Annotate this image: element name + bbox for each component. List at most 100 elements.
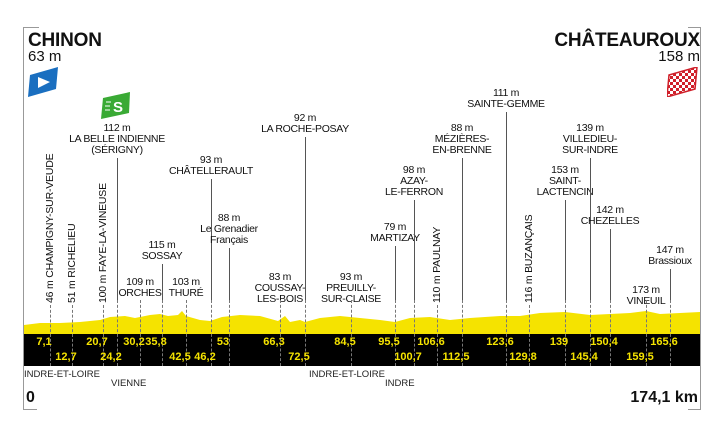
km-marker: 46,2 [194, 351, 216, 363]
waypoint-label: 109 m ORCHES [118, 276, 162, 299]
waypoint-marker-line [72, 305, 73, 366]
waypoint-label: 116 m BUZANÇAIS [523, 214, 535, 303]
profile-area [24, 311, 700, 334]
km-marker: 123,6 [486, 336, 514, 348]
waypoint-marker-line [305, 300, 306, 366]
distance-end: 174,1 km [630, 389, 698, 406]
waypoint-leader-line [229, 248, 230, 300]
waypoint-leader-line [414, 200, 415, 300]
waypoint-leader-line [395, 246, 396, 300]
waypoint-marker-line [103, 305, 104, 366]
waypoint-marker-line [565, 300, 566, 366]
km-marker: 165,6 [650, 336, 678, 348]
intermediate-sprint-icon: S [101, 92, 131, 125]
waypoint-leader-line [590, 158, 591, 300]
waypoint-marker-line [162, 300, 163, 366]
km-marker: 35,8 [145, 336, 167, 348]
waypoint-marker-line [351, 300, 352, 366]
waypoint-marker-line [462, 300, 463, 366]
km-marker: 100,7 [394, 351, 422, 363]
waypoint-marker-line [229, 300, 230, 366]
waypoint-label: 115 m SOSSAY [141, 239, 183, 262]
frame-corner [688, 409, 701, 410]
km-band [24, 334, 700, 366]
waypoint-marker-line [590, 300, 591, 366]
start-flag-icon [28, 67, 60, 102]
waypoint-label: 93 m CHÂTELLERAULT [168, 154, 254, 177]
km-marker: 159,5 [626, 351, 654, 363]
km-marker: 30,2 [123, 336, 145, 348]
km-marker: 53 [216, 336, 230, 348]
waypoint-label: 88 m MÉZIÈRES- EN-BRENNE [432, 122, 492, 156]
waypoint-marker-line [50, 305, 51, 366]
km-marker: 129,8 [509, 351, 537, 363]
frame-right [700, 27, 701, 410]
waypoint-label: 98 m AZAY- LE-FERRON [385, 164, 443, 198]
frame-corner [23, 409, 37, 410]
waypoint-leader-line [506, 112, 507, 300]
frame-corner [688, 27, 701, 28]
waypoint-label: 111 m SAINTE-GEMME [467, 87, 545, 110]
waypoint-label: 46 m CHAMPIGNY-SUR-VEUDE [44, 153, 56, 303]
department-label: INDRE-ET-LOIRE [309, 369, 386, 380]
waypoint-leader-line [305, 137, 306, 300]
km-marker: 7,1 [36, 336, 52, 348]
department-label: VIENNE [111, 378, 147, 389]
waypoint-label: 83 m COUSSAY- LES-BOIS [254, 271, 306, 305]
waypoint-label: 110 m PAULNAY [431, 226, 443, 303]
frame-corner [23, 27, 39, 28]
km-marker: 72,5 [288, 351, 310, 363]
distance-start: 0 [26, 389, 35, 406]
waypoint-marker-line [646, 300, 647, 366]
waypoint-marker-line [506, 300, 507, 366]
km-marker: 112,5 [442, 351, 470, 363]
waypoint-leader-line [117, 158, 118, 300]
waypoint-leader-line [610, 229, 611, 300]
waypoint-marker-line [211, 300, 212, 366]
km-marker: 150,4 [590, 336, 618, 348]
waypoint-marker-line [437, 305, 438, 366]
waypoint-marker-line [117, 300, 118, 366]
waypoint-marker-line [280, 300, 281, 366]
waypoint-label: 93 m PREUILLY- SUR-CLAISE [320, 271, 382, 305]
waypoint-label: 92 m LA ROCHE-POSAY [261, 112, 349, 135]
start-altitude: 63 m [28, 48, 62, 65]
waypoint-label: 153 m SAINT- LACTENCIN [536, 164, 594, 198]
km-marker: 12,7 [55, 351, 77, 363]
km-marker: 66,3 [263, 336, 285, 348]
km-marker: 84,5 [334, 336, 356, 348]
waypoint-leader-line [565, 200, 566, 300]
finish-altitude: 158 m [658, 48, 700, 65]
department-label: INDRE [385, 378, 415, 389]
km-marker: 106,6 [417, 336, 445, 348]
km-marker: 145,4 [570, 351, 598, 363]
waypoint-marker-line [186, 300, 187, 366]
finish-city: CHÂTEAUROUX [554, 30, 700, 51]
start-city: CHINON [28, 30, 102, 51]
waypoint-marker-line [610, 300, 611, 366]
waypoint-marker-line [529, 305, 530, 366]
waypoint-label: 112 m LA BELLE INDIENNE (SÉRIGNY) [69, 122, 165, 156]
waypoint-marker-line [414, 300, 415, 366]
km-marker: 42,5 [169, 351, 191, 363]
waypoint-label: 79 m MARTIZAY [370, 221, 420, 244]
elevation-profile [24, 311, 700, 334]
waypoint-leader-line [162, 264, 163, 300]
km-marker: 95,5 [378, 336, 400, 348]
waypoint-label: 100 m FAYE-LA-VINEUSE [97, 183, 109, 303]
waypoint-marker-line [670, 300, 671, 366]
km-marker: 20,7 [86, 336, 108, 348]
waypoint-marker-line [395, 300, 396, 366]
waypoint-label: 51 m RICHELIEU [66, 223, 78, 303]
waypoint-label: 142 m CHEZELLES [580, 204, 640, 227]
km-marker: 24,2 [100, 351, 122, 363]
waypoint-label: 103 m THURÉ [168, 276, 204, 299]
waypoint-leader-line [670, 269, 671, 300]
waypoint-label: 139 m VILLEDIEU- SUR-INDRE [562, 122, 618, 156]
waypoint-label: 147 m Brassioux [648, 244, 692, 267]
km-marker: 139 [549, 336, 569, 348]
sprint-symbol: S [113, 99, 123, 116]
waypoint-label: 88 m Le Grenadier Français [200, 212, 258, 246]
frame-left [23, 27, 24, 410]
department-label: INDRE-ET-LOIRE [24, 369, 101, 380]
